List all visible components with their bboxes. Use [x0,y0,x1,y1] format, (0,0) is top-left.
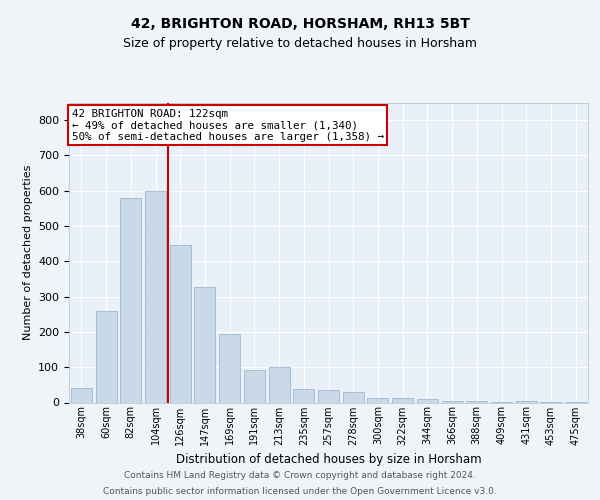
Bar [120,198,141,402]
Bar [269,366,290,402]
Bar [417,400,438,402]
Text: Contains public sector information licensed under the Open Government Licence v3: Contains public sector information licen… [103,486,497,496]
Bar [392,398,413,402]
Bar [516,400,537,402]
Text: 42, BRIGHTON ROAD, HORSHAM, RH13 5BT: 42, BRIGHTON ROAD, HORSHAM, RH13 5BT [131,18,469,32]
Bar [318,390,339,402]
Bar [293,390,314,402]
Bar [71,388,92,402]
Bar [367,398,388,402]
Text: 42 BRIGHTON ROAD: 122sqm
← 49% of detached houses are smaller (1,340)
50% of sem: 42 BRIGHTON ROAD: 122sqm ← 49% of detach… [71,108,383,142]
X-axis label: Distribution of detached houses by size in Horsham: Distribution of detached houses by size … [176,453,481,466]
Bar [244,370,265,402]
Bar [442,400,463,402]
Bar [466,400,487,402]
Bar [145,190,166,402]
Bar [95,310,116,402]
Bar [219,334,240,402]
Bar [343,392,364,402]
Text: Contains HM Land Registry data © Crown copyright and database right 2024.: Contains HM Land Registry data © Crown c… [124,472,476,480]
Bar [170,246,191,402]
Bar [194,286,215,403]
Text: Size of property relative to detached houses in Horsham: Size of property relative to detached ho… [123,38,477,51]
Y-axis label: Number of detached properties: Number of detached properties [23,165,32,340]
